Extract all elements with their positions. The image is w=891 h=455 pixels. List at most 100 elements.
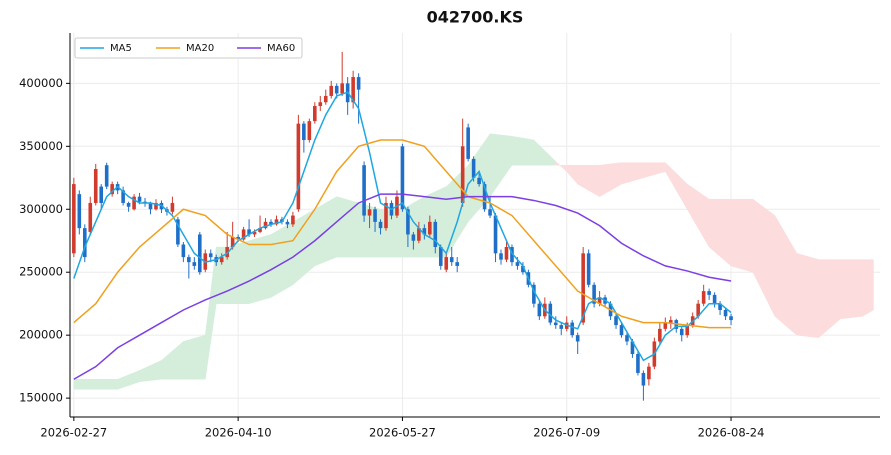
candle-body xyxy=(712,294,717,304)
ma-line xyxy=(73,139,732,329)
cloud-segment xyxy=(161,340,184,380)
candle-body xyxy=(258,228,262,232)
cloud-segment xyxy=(708,198,732,267)
x-tick-label: 2026-04-10 xyxy=(205,426,272,440)
candle-body xyxy=(367,209,372,216)
candle-body xyxy=(82,228,87,258)
cloud-segment xyxy=(139,359,162,383)
candle-body xyxy=(438,247,443,266)
candle-body xyxy=(504,247,509,260)
legend: MA5 MA20 MA60 xyxy=(74,37,303,59)
ma-lines xyxy=(73,91,732,380)
candle-body xyxy=(630,341,635,355)
x-tick-label: 2026-07-09 xyxy=(533,426,600,440)
y-tick-label: 250000 xyxy=(19,265,63,279)
candle-body xyxy=(104,165,109,187)
candle-body xyxy=(428,221,432,235)
candle-body xyxy=(581,253,585,323)
candle-body xyxy=(340,83,344,94)
candle-body xyxy=(548,303,553,323)
candle-body xyxy=(197,234,202,273)
legend-label: MA20 xyxy=(186,43,214,54)
candle-body xyxy=(723,309,728,317)
candle-body xyxy=(181,244,186,258)
candle-body xyxy=(729,316,733,321)
candle-body xyxy=(488,209,492,216)
cloud-segment xyxy=(862,259,874,317)
candle-body xyxy=(460,146,465,203)
candle-body xyxy=(132,196,136,210)
candle-body xyxy=(400,146,405,210)
candle-body xyxy=(126,202,131,207)
candle-body xyxy=(663,322,668,329)
candle-body xyxy=(351,77,355,103)
cloud-segment xyxy=(95,378,118,390)
candle-body xyxy=(636,354,640,373)
candle-body xyxy=(219,257,224,263)
candle-body xyxy=(575,335,580,342)
candle-body xyxy=(192,262,197,266)
candle-body xyxy=(356,77,361,90)
candle-body xyxy=(378,221,383,229)
candle-body xyxy=(307,121,312,141)
candle-body xyxy=(696,303,700,317)
candle-body xyxy=(252,231,257,235)
candle-body xyxy=(187,257,191,263)
candle-body xyxy=(225,247,229,258)
cloud-segment xyxy=(117,370,140,390)
candle-body xyxy=(477,177,481,185)
candle-body xyxy=(291,215,295,225)
candle-body xyxy=(285,221,290,225)
candle-body xyxy=(406,209,410,235)
candle-body xyxy=(592,284,596,304)
cloud-segment xyxy=(621,162,644,185)
candle-body xyxy=(553,322,558,326)
y-tick-label: 150000 xyxy=(19,391,63,405)
candle-body xyxy=(647,366,651,380)
candle-body xyxy=(619,325,624,336)
candle-body xyxy=(614,316,618,326)
candle-body xyxy=(532,284,536,304)
candle-body xyxy=(570,322,575,336)
candle-body xyxy=(515,262,520,266)
chart-title: 042700.KS xyxy=(427,8,524,27)
candle-body xyxy=(455,262,460,266)
candle-body xyxy=(72,184,76,254)
candle-body xyxy=(493,215,498,254)
candle-body xyxy=(586,253,591,285)
candle-body xyxy=(334,85,339,94)
candle-body xyxy=(241,229,246,240)
y-tick-label: 350000 xyxy=(19,139,63,153)
candle-body xyxy=(323,95,328,103)
candle-body xyxy=(679,328,684,336)
candle-body xyxy=(269,221,273,225)
candle-body xyxy=(625,335,629,342)
candle-body xyxy=(411,234,416,241)
candle-body xyxy=(93,168,98,203)
candle-body xyxy=(510,247,514,263)
cloud-segment xyxy=(686,183,710,248)
candle-body xyxy=(77,194,82,229)
candle-body xyxy=(384,202,388,229)
cloud-segment xyxy=(752,198,776,317)
candle-body xyxy=(154,202,158,210)
candle-body xyxy=(88,202,93,232)
candle-body xyxy=(466,127,470,159)
cloud-segment xyxy=(183,334,206,380)
x-tick-label: 2026-08-24 xyxy=(698,426,765,440)
candle-body xyxy=(433,221,438,248)
candle-body xyxy=(274,219,279,225)
candle-body xyxy=(230,236,235,248)
candle-body xyxy=(422,228,427,235)
candle-body xyxy=(247,229,251,235)
candle-body xyxy=(701,291,706,304)
y-tick-label: 400000 xyxy=(19,76,63,90)
x-tick-label: 2026-02-27 xyxy=(40,426,107,440)
cloud-segment xyxy=(73,378,96,390)
cloud-segment xyxy=(292,208,316,286)
candle-body xyxy=(559,325,564,329)
candle-body xyxy=(148,202,153,210)
cloud-segment xyxy=(566,164,578,185)
candle-body xyxy=(329,85,334,96)
candle-body xyxy=(597,297,602,304)
